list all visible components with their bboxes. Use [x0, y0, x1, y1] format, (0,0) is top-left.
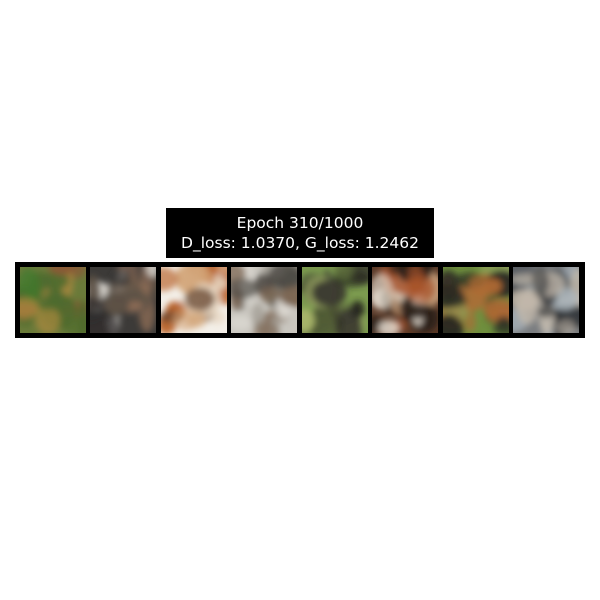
generated-sample-image	[443, 267, 509, 333]
generated-sample-image	[372, 267, 438, 333]
generated-sample-image	[161, 267, 227, 333]
generated-sample-image	[20, 267, 86, 333]
generated-sample-image	[231, 267, 297, 333]
loss-values-text: D_loss: 1.0370, G_loss: 1.2462	[181, 234, 419, 252]
generated-sample-image	[302, 267, 368, 333]
generated-sample-image	[513, 267, 579, 333]
epoch-progress-text: Epoch 310/1000	[236, 214, 364, 232]
epoch-title: Epoch 310/1000 D_loss: 1.0370, G_loss: 1…	[166, 208, 434, 258]
generated-samples-strip	[15, 262, 585, 338]
generated-sample-image	[90, 267, 156, 333]
